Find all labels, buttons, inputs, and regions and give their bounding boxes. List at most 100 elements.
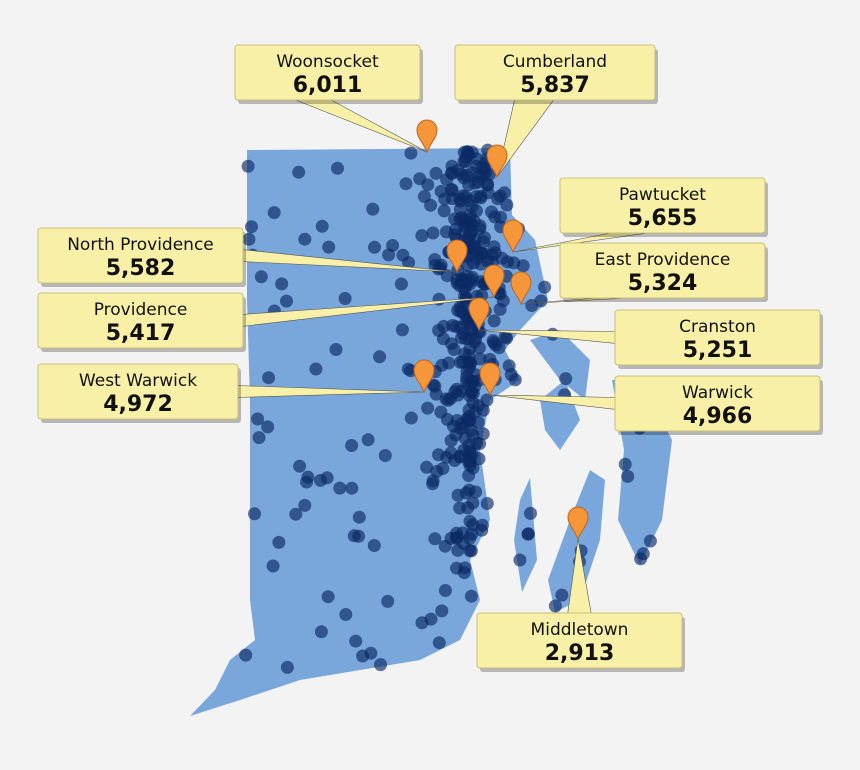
dot bbox=[349, 634, 363, 648]
dot bbox=[404, 411, 418, 425]
dot bbox=[333, 481, 347, 495]
dot bbox=[435, 604, 449, 618]
callouts: Woonsocket6,011Cumberland5,837Pawtucket5… bbox=[37, 44, 823, 672]
dot bbox=[524, 506, 537, 520]
dot bbox=[461, 258, 475, 272]
dot bbox=[366, 202, 380, 216]
callout-pointer bbox=[290, 97, 428, 153]
dot bbox=[368, 240, 381, 254]
callout-box bbox=[559, 242, 766, 299]
pin bbox=[502, 219, 524, 254]
dot bbox=[447, 343, 461, 356]
dot bbox=[559, 372, 573, 386]
dot bbox=[254, 270, 268, 284]
dot bbox=[450, 526, 463, 540]
dot bbox=[441, 393, 455, 407]
dot bbox=[451, 303, 465, 317]
dot bbox=[242, 232, 256, 246]
callout-name: West Warwick bbox=[79, 371, 197, 391]
callout-name: Cumberland bbox=[503, 52, 607, 72]
dot bbox=[555, 588, 569, 602]
dot bbox=[428, 532, 442, 546]
dot bbox=[300, 475, 314, 489]
callout-value: 4,966 bbox=[683, 404, 753, 429]
dot bbox=[480, 497, 494, 510]
dot bbox=[275, 277, 289, 291]
dot bbox=[466, 396, 480, 410]
dot bbox=[345, 481, 359, 495]
callout-value: 5,417 bbox=[106, 321, 176, 346]
dot bbox=[488, 210, 502, 224]
dot bbox=[315, 219, 329, 233]
dot bbox=[434, 184, 448, 198]
dot bbox=[421, 401, 435, 415]
aquidneck-island bbox=[548, 470, 605, 612]
dot bbox=[440, 173, 454, 186]
dot bbox=[472, 452, 486, 466]
dot bbox=[345, 439, 359, 452]
dot bbox=[469, 190, 483, 204]
dot bbox=[251, 412, 265, 426]
callout-name: Middletown bbox=[531, 620, 629, 640]
callout-box bbox=[454, 44, 656, 101]
dot bbox=[402, 256, 416, 270]
dot bbox=[486, 334, 500, 348]
pin bbox=[486, 144, 508, 179]
dot bbox=[469, 332, 483, 346]
dot bbox=[476, 427, 490, 441]
dot bbox=[339, 608, 353, 621]
callout-box bbox=[37, 227, 244, 284]
dot bbox=[404, 146, 418, 160]
dot bbox=[331, 161, 344, 175]
dot bbox=[428, 253, 442, 267]
dot bbox=[432, 323, 446, 337]
dot bbox=[453, 192, 467, 206]
dot bbox=[478, 231, 491, 245]
dot bbox=[329, 343, 343, 356]
dot bbox=[461, 378, 475, 392]
callout-box bbox=[37, 292, 244, 349]
callout-name: East Providence bbox=[595, 250, 731, 270]
dot bbox=[424, 612, 438, 626]
pin bbox=[446, 239, 468, 274]
dot bbox=[500, 331, 514, 345]
dot bbox=[462, 469, 476, 482]
dot bbox=[352, 510, 366, 524]
dot bbox=[458, 347, 472, 361]
dot bbox=[432, 636, 446, 650]
dot bbox=[314, 625, 328, 639]
callout-name: Woonsocket bbox=[276, 52, 379, 72]
callout-name: Providence bbox=[94, 300, 188, 320]
dot bbox=[472, 170, 486, 184]
callout-box bbox=[37, 363, 239, 420]
dot bbox=[437, 204, 451, 218]
callout-box bbox=[614, 309, 821, 366]
pin bbox=[416, 119, 438, 154]
dot bbox=[453, 450, 467, 464]
dot bbox=[421, 178, 435, 192]
dot bbox=[466, 428, 480, 442]
dot bbox=[248, 507, 261, 521]
callout-value: 5,582 bbox=[106, 256, 176, 281]
dot bbox=[321, 590, 335, 604]
dot bbox=[473, 352, 487, 366]
dot bbox=[267, 206, 281, 220]
dot bbox=[347, 529, 361, 543]
dot bbox=[415, 229, 429, 243]
dot bbox=[298, 498, 312, 512]
dot bbox=[508, 373, 522, 387]
dot bbox=[513, 553, 527, 567]
dot bbox=[458, 561, 472, 575]
dot bbox=[464, 589, 478, 603]
dot bbox=[454, 422, 468, 435]
dot bbox=[548, 599, 562, 613]
bay-island bbox=[530, 330, 590, 400]
callout-name: North Providence bbox=[67, 235, 214, 255]
dot bbox=[463, 360, 476, 374]
